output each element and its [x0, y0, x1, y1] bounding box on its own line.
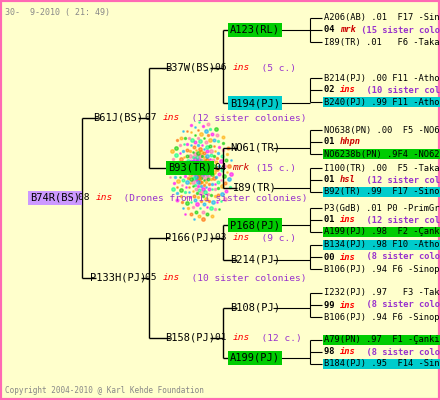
Text: 06: 06	[215, 64, 232, 72]
Text: (5 c.): (5 c.)	[249, 64, 296, 72]
Text: ins: ins	[162, 114, 180, 122]
Text: I100(TR) .00  F5 -Takab93aR: I100(TR) .00 F5 -Takab93aR	[324, 164, 440, 172]
Text: P133H(PJ): P133H(PJ)	[90, 273, 146, 283]
Text: B106(PJ) .94 F6 -SinopEgg86R: B106(PJ) .94 F6 -SinopEgg86R	[324, 312, 440, 322]
Text: (12 c.): (12 c.)	[249, 334, 301, 342]
Text: I232(PJ) .97   F3 -Takab93R: I232(PJ) .97 F3 -Takab93R	[324, 288, 440, 298]
Text: ins: ins	[340, 252, 356, 262]
Text: I89(TR): I89(TR)	[233, 183, 277, 193]
Text: ins: ins	[232, 334, 249, 342]
Text: NO6238b(PN) .9F4 -NO6294R: NO6238b(PN) .9F4 -NO6294R	[324, 150, 440, 158]
Text: ins: ins	[232, 64, 249, 72]
Text: B108(PJ): B108(PJ)	[230, 303, 280, 313]
Text: A123(RL): A123(RL)	[230, 25, 280, 35]
Text: B92(TR) .99  F17 -Sinop62R: B92(TR) .99 F17 -Sinop62R	[324, 188, 440, 196]
Text: 01: 01	[215, 334, 232, 342]
Text: NO61(TR): NO61(TR)	[230, 143, 280, 153]
Text: B214(PJ): B214(PJ)	[230, 255, 280, 265]
Text: (15 sister colonies): (15 sister colonies)	[356, 26, 440, 34]
Text: 30-  9-2010 ( 21: 49): 30- 9-2010 ( 21: 49)	[5, 8, 110, 17]
Text: A206(AB) .01  F17 -Sinop62R: A206(AB) .01 F17 -Sinop62R	[324, 14, 440, 22]
Text: ins: ins	[162, 274, 180, 282]
Text: mrk: mrk	[340, 26, 356, 34]
Text: (9 c.): (9 c.)	[249, 234, 296, 242]
Text: A79(PN) .97  F1 -Çankiri97R: A79(PN) .97 F1 -Çankiri97R	[324, 336, 440, 344]
Text: 08: 08	[78, 194, 95, 202]
Text: ins: ins	[232, 234, 249, 242]
Text: Copyright 2004-2010 @ Karl Kehde Foundation: Copyright 2004-2010 @ Karl Kehde Foundat…	[5, 386, 204, 395]
Text: 02: 02	[324, 86, 340, 94]
Text: (8 sister colonies): (8 sister colonies)	[356, 348, 440, 356]
Text: B214(PJ) .00 F11 -AthosSt80R: B214(PJ) .00 F11 -AthosSt80R	[324, 74, 440, 82]
Text: B61J(BS): B61J(BS)	[93, 113, 143, 123]
Text: ins: ins	[340, 348, 356, 356]
Text: 98: 98	[324, 348, 340, 356]
Text: A199(PJ) .98  F2 -Çankiri97R: A199(PJ) .98 F2 -Çankiri97R	[324, 228, 440, 236]
Text: 07: 07	[145, 114, 162, 122]
Text: 00: 00	[324, 252, 340, 262]
Text: B184(PJ) .95  F14 -Sinop62R: B184(PJ) .95 F14 -Sinop62R	[324, 360, 440, 368]
Text: mrk: mrk	[232, 164, 249, 172]
Text: ins: ins	[340, 86, 356, 94]
Text: (12 sister colonies): (12 sister colonies)	[180, 114, 306, 122]
Text: P168(PJ): P168(PJ)	[230, 220, 280, 230]
Text: hsl: hsl	[340, 176, 356, 184]
Text: I89(TR) .01   F6 -Takab93aR: I89(TR) .01 F6 -Takab93aR	[324, 38, 440, 46]
Text: B194(PJ): B194(PJ)	[230, 98, 280, 108]
Text: 99: 99	[324, 300, 340, 310]
Text: 05: 05	[145, 274, 162, 282]
Text: P166(PJ): P166(PJ)	[165, 233, 215, 243]
Text: B37W(BS): B37W(BS)	[165, 63, 215, 73]
Text: ins: ins	[340, 216, 356, 224]
Text: ins: ins	[95, 194, 113, 202]
Text: (Drones from 11 sister colonies): (Drones from 11 sister colonies)	[113, 194, 308, 202]
Text: B93(TR): B93(TR)	[168, 163, 212, 173]
Text: NO638(PN) .00  F5 -NO6294R: NO638(PN) .00 F5 -NO6294R	[324, 126, 440, 134]
Text: 03: 03	[215, 234, 232, 242]
Text: (8 sister colonies): (8 sister colonies)	[356, 300, 440, 310]
Text: (10 sister colonies): (10 sister colonies)	[180, 274, 306, 282]
Text: (15 c.): (15 c.)	[249, 164, 296, 172]
Text: 04: 04	[324, 26, 340, 34]
Text: B106(PJ) .94 F6 -SinopEgg86R: B106(PJ) .94 F6 -SinopEgg86R	[324, 264, 440, 274]
Text: B74R(BS): B74R(BS)	[30, 193, 80, 203]
Text: 01: 01	[324, 176, 340, 184]
Text: 01: 01	[324, 138, 340, 146]
Text: ins: ins	[340, 300, 356, 310]
Text: B134(PJ) .98 F10 -AthosSt80R: B134(PJ) .98 F10 -AthosSt80R	[324, 240, 440, 250]
Text: B240(PJ) .99 F11 -AthosSt80R: B240(PJ) .99 F11 -AthosSt80R	[324, 98, 440, 106]
Text: B158(PJ): B158(PJ)	[165, 333, 215, 343]
Text: P3(GdB) .01 P0 -PrimGreen00: P3(GdB) .01 P0 -PrimGreen00	[324, 204, 440, 212]
Text: (8 sister colonies): (8 sister colonies)	[356, 252, 440, 262]
Text: (12 sister colonies): (12 sister colonies)	[356, 176, 440, 184]
Text: 04: 04	[215, 164, 232, 172]
Text: (10 sister colonies): (10 sister colonies)	[356, 86, 440, 94]
Text: A199(PJ): A199(PJ)	[230, 353, 280, 363]
Text: 01: 01	[324, 216, 340, 224]
Text: hhpn: hhpn	[340, 138, 361, 146]
Text: (12 sister colonies): (12 sister colonies)	[356, 216, 440, 224]
